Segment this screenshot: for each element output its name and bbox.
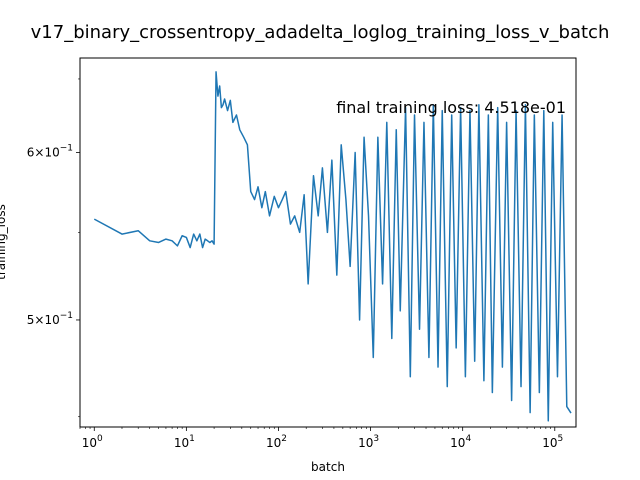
x-tick-label: 103	[358, 434, 379, 450]
y-tick-label: 6×10−1	[27, 143, 73, 159]
y-axis-label: training_loss	[0, 204, 8, 280]
x-tick-label: 104	[450, 434, 471, 450]
x-tick-label: 101	[174, 434, 195, 450]
final-loss-annotation: final training loss: 4.518e-01	[336, 98, 566, 117]
plot-frame	[79, 57, 577, 428]
x-axis-label: batch	[311, 460, 345, 474]
y-tick-label: 5×10−1	[27, 311, 73, 327]
x-tick-label: 102	[266, 434, 287, 450]
chart-title: v17_binary_crossentropy_adadelta_loglog_…	[31, 22, 610, 43]
x-tick-label: 105	[542, 434, 563, 450]
x-axis-ticks: 100 101 102 103 104 105	[79, 427, 563, 450]
x-tick-label: 100	[82, 434, 103, 450]
series-line-0	[93, 71, 572, 422]
series-group	[93, 71, 572, 422]
y-axis-ticks: 5×10−1 6×10−1	[27, 78, 80, 418]
